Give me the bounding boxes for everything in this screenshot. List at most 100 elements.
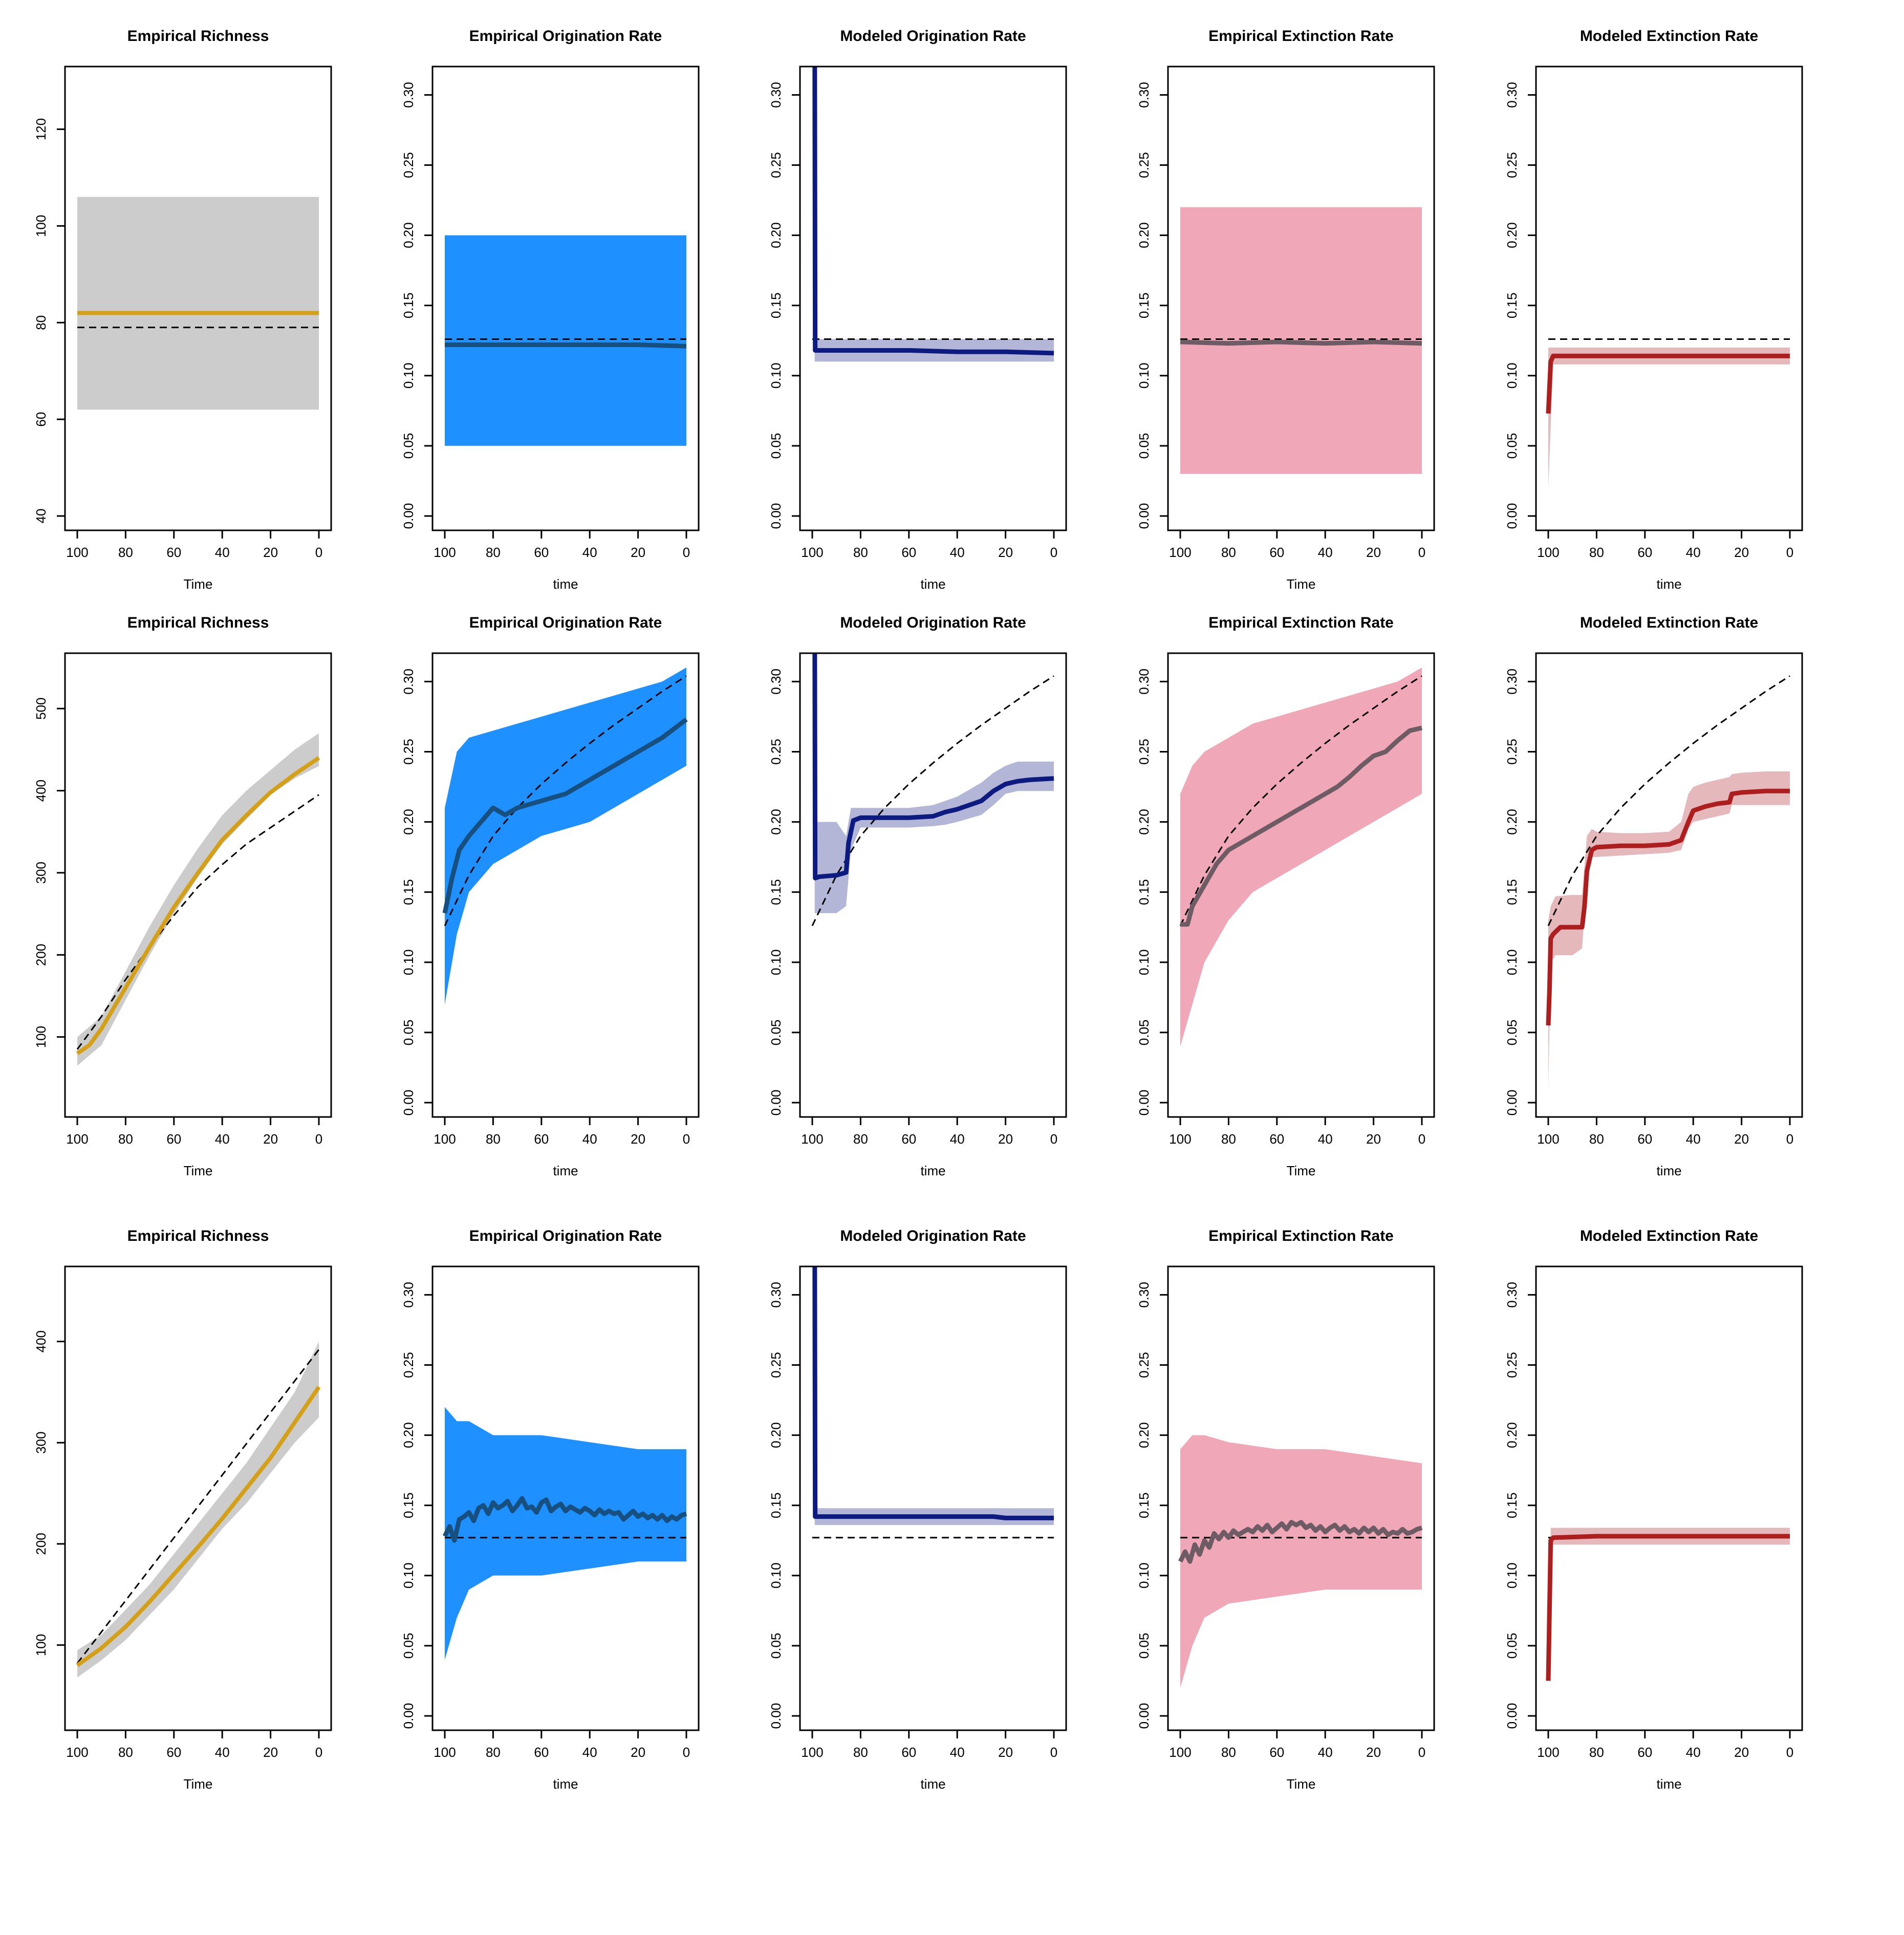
panel-r2c3: Empirical Extinction Rate 100 80 60 40 20 0 Tim… — [1136, 1228, 1435, 1792]
y-tick-label: 400 — [33, 780, 49, 802]
chart-title: Modeled Origination Rate — [840, 28, 1026, 45]
panel-r0c4: Modeled Extinction Rate 100 80 60 40 20 0 time 0… — [1504, 28, 1803, 592]
x-tick-label: 80 — [486, 1131, 501, 1147]
uncertainty-band — [814, 761, 1054, 913]
y-tick-label: 0.20 — [1504, 1422, 1520, 1448]
chart-title: Empirical Richness — [127, 1228, 269, 1244]
y-tick-label: 0.10 — [1136, 1563, 1152, 1589]
x-tick-label: 60 — [1637, 1745, 1652, 1760]
y-tick-label: 0.25 — [1504, 1352, 1520, 1378]
mean-line — [445, 342, 687, 349]
x-tick-label: 60 — [1269, 1745, 1284, 1760]
x-tick-label: 0 — [1050, 1131, 1057, 1147]
x-axis: 100 80 60 40 20 0 time — [1537, 529, 1793, 592]
x-axis-label: time — [1656, 576, 1681, 592]
y-tick-label: 0.20 — [401, 809, 416, 835]
x-tick-label: 40 — [1318, 1131, 1333, 1147]
panel-r0c1: Empirical Origination Rate 100 80 60 40 20 0 ti… — [401, 28, 700, 592]
uncertainty-band — [77, 1341, 319, 1678]
y-tick-label: 0.15 — [768, 292, 784, 318]
y-tick-label: 0.20 — [1504, 809, 1520, 835]
x-axis: 100 80 60 40 20 0 time — [801, 1729, 1057, 1792]
x-axis-label: Time — [1287, 1163, 1316, 1178]
x-tick-label: 100 — [434, 1131, 456, 1147]
x-axis-label: time — [553, 1163, 578, 1178]
x-axis: 100 80 60 40 20 0 time — [801, 1116, 1057, 1178]
x-tick-label: 0 — [683, 545, 690, 560]
x-tick-label: 80 — [486, 545, 501, 560]
x-tick-label: 60 — [166, 1131, 181, 1147]
mean-line — [442, 1496, 687, 1543]
reference-line — [811, 675, 1054, 927]
panel-r2c1: Empirical Origination Rate 100 80 60 40 20 0 ti… — [401, 1228, 700, 1792]
plot-frame — [799, 1265, 1067, 1731]
chart-title: Empirical Richness — [127, 28, 269, 45]
y-tick-label: 0.15 — [1136, 292, 1152, 318]
y-tick-label: 60 — [33, 412, 49, 427]
y-tick-label: 0.00 — [1504, 1090, 1520, 1116]
plot-area — [1546, 1528, 1790, 1681]
plot-area — [1546, 338, 1790, 488]
y-tick-label: 0.00 — [768, 1090, 784, 1116]
x-tick-label: 40 — [1686, 545, 1701, 560]
mean-line — [76, 1386, 321, 1667]
y-tick-label: 0.00 — [401, 503, 416, 529]
x-tick-label: 0 — [1418, 1745, 1425, 1760]
plot-area — [812, 67, 1054, 362]
x-tick-label: 0 — [1418, 545, 1425, 560]
y-axis: 0.00 0.05 0.10 0.15 0.20 0.25 0.30 — [768, 1282, 801, 1729]
plot-frame — [799, 66, 1067, 531]
y-tick-label: 0.05 — [1136, 433, 1152, 459]
x-tick-label: 0 — [1050, 1745, 1057, 1760]
y-tick-label: 0.10 — [1504, 950, 1520, 976]
y-tick-label: 0.00 — [401, 1090, 416, 1116]
plot-frame — [1535, 652, 1803, 1118]
y-tick-label: 0.20 — [401, 222, 416, 248]
x-axis: 100 80 60 40 20 0 time — [434, 529, 690, 592]
uncertainty-band — [445, 668, 686, 1005]
x-tick-label: 80 — [853, 1131, 868, 1147]
panel-r0c3: Empirical Extinction Rate 100 80 60 40 20 0 Tim… — [1136, 28, 1435, 592]
x-tick-label: 20 — [263, 1745, 278, 1760]
x-tick-label: 20 — [1734, 1745, 1749, 1760]
x-tick-label: 0 — [1786, 1131, 1793, 1147]
uncertainty-band — [445, 1407, 686, 1660]
y-tick-label: 0.10 — [1504, 363, 1520, 389]
x-tick-label: 100 — [1537, 1745, 1559, 1760]
reference-line — [76, 1349, 320, 1664]
uncertainty-band — [1180, 668, 1422, 1047]
y-tick-label: 0.05 — [1136, 1633, 1152, 1659]
reference-line — [76, 794, 319, 1050]
y-tick-label: 0.05 — [1504, 1633, 1520, 1659]
y-tick-label: 0.25 — [1504, 739, 1520, 765]
mean-line — [442, 717, 688, 914]
x-tick-label: 100 — [801, 545, 823, 560]
x-tick-label: 80 — [1221, 545, 1236, 560]
y-tick-label: 0.15 — [1136, 1492, 1152, 1518]
y-tick-label: 0.30 — [1136, 82, 1152, 108]
mean-line — [812, 67, 1054, 356]
x-tick-label: 40 — [1686, 1131, 1701, 1147]
plot-area — [445, 235, 687, 446]
y-tick-label: 0.10 — [1136, 363, 1152, 389]
x-tick-label: 80 — [1589, 1745, 1604, 1760]
x-tick-label: 60 — [534, 1745, 549, 1760]
x-tick-label: 40 — [1318, 545, 1333, 560]
y-tick-label: 0.05 — [768, 433, 784, 459]
y-tick-label: 0.30 — [768, 669, 784, 695]
x-tick-label: 20 — [1366, 545, 1381, 560]
y-tick-label: 0.05 — [401, 433, 416, 459]
x-tick-label: 60 — [901, 545, 916, 560]
x-axis-label: Time — [184, 1163, 213, 1178]
x-axis: 100 80 60 40 20 0 time — [1537, 1116, 1793, 1178]
y-tick-label: 0.10 — [401, 950, 416, 976]
y-tick-label: 0.30 — [1136, 1282, 1152, 1308]
x-tick-label: 20 — [631, 545, 645, 560]
x-tick-label: 60 — [534, 545, 549, 560]
x-tick-label: 20 — [1734, 545, 1749, 560]
y-tick-label: 0.20 — [1136, 222, 1152, 248]
y-axis: 100 200 300 400 — [33, 1330, 66, 1656]
y-tick-label: 0.10 — [768, 363, 784, 389]
y-tick-label: 0.00 — [768, 503, 784, 529]
x-tick-label: 0 — [1786, 1745, 1793, 1760]
